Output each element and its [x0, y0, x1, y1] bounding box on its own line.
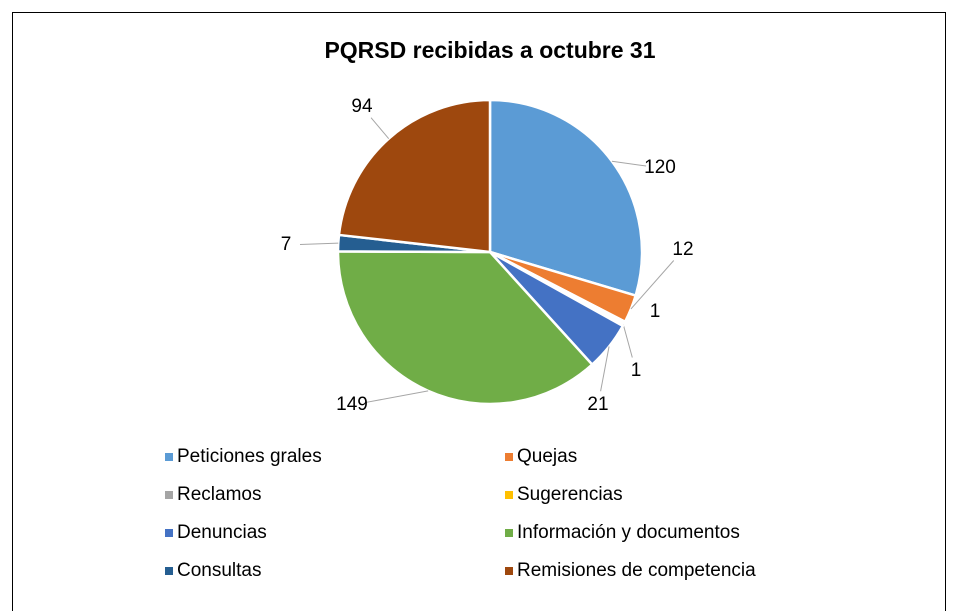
leader-line	[622, 324, 633, 358]
legend-swatch	[505, 453, 513, 461]
leader-line	[600, 346, 610, 392]
legend-swatch	[505, 529, 513, 537]
legend-swatch	[505, 567, 513, 575]
data-label: 1	[631, 360, 642, 381]
legend-label: Información y documentos	[517, 522, 740, 543]
legend-label: Peticiones grales	[177, 446, 322, 467]
legend-label: Reclamos	[177, 484, 261, 505]
legend-label: Quejas	[517, 446, 577, 467]
data-label: 1	[650, 301, 661, 322]
data-label: 149	[336, 394, 368, 415]
legend-swatch	[505, 491, 513, 499]
data-label: 12	[672, 239, 693, 260]
data-label: 21	[587, 394, 608, 415]
pie-slice	[488, 98, 644, 298]
chart-title: PQRSD recibidas a octubre 31	[324, 37, 655, 63]
leader-line	[630, 260, 675, 310]
data-label: 94	[351, 96, 373, 117]
pie-slice	[336, 250, 594, 406]
legend-label: Sugerencias	[517, 484, 623, 505]
data-label: 120	[644, 157, 676, 178]
legend-swatch	[165, 453, 173, 461]
data-label: 7	[281, 234, 292, 255]
legend-swatch	[165, 529, 173, 537]
leader-line	[299, 242, 339, 246]
leader-line	[611, 160, 647, 167]
legend-swatch	[165, 567, 173, 575]
legend-label: Denuncias	[177, 522, 267, 543]
leader-line	[370, 117, 390, 139]
leader-line	[365, 390, 429, 403]
legend-label: Consultas	[177, 560, 262, 581]
legend-swatch	[165, 491, 173, 499]
legend-label: Remisiones de competencia	[517, 560, 756, 581]
